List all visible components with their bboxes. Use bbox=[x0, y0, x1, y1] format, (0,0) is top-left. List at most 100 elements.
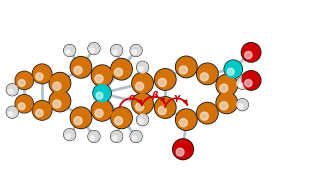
Circle shape bbox=[112, 59, 131, 79]
Circle shape bbox=[15, 95, 33, 113]
Circle shape bbox=[7, 107, 18, 118]
Circle shape bbox=[74, 117, 82, 125]
Circle shape bbox=[242, 43, 260, 61]
Circle shape bbox=[111, 59, 132, 80]
Circle shape bbox=[32, 101, 52, 120]
Circle shape bbox=[237, 77, 248, 89]
Circle shape bbox=[176, 109, 197, 130]
Circle shape bbox=[225, 61, 242, 78]
Circle shape bbox=[155, 97, 176, 118]
Circle shape bbox=[158, 106, 166, 115]
Circle shape bbox=[220, 84, 228, 92]
Circle shape bbox=[200, 112, 208, 120]
Circle shape bbox=[90, 48, 95, 53]
Circle shape bbox=[241, 43, 261, 62]
Circle shape bbox=[137, 114, 148, 125]
Text: α: α bbox=[128, 93, 134, 102]
Circle shape bbox=[95, 109, 103, 117]
Circle shape bbox=[53, 100, 61, 108]
Circle shape bbox=[198, 103, 217, 123]
Circle shape bbox=[113, 50, 117, 54]
Circle shape bbox=[224, 60, 242, 78]
Circle shape bbox=[200, 73, 208, 81]
Circle shape bbox=[111, 107, 132, 128]
Circle shape bbox=[33, 101, 51, 119]
Circle shape bbox=[197, 63, 218, 85]
Circle shape bbox=[179, 119, 187, 127]
Circle shape bbox=[88, 131, 99, 142]
Circle shape bbox=[216, 74, 237, 96]
Circle shape bbox=[64, 45, 75, 56]
Circle shape bbox=[88, 131, 100, 142]
Circle shape bbox=[71, 57, 91, 77]
Circle shape bbox=[36, 109, 43, 117]
Circle shape bbox=[173, 139, 193, 160]
Circle shape bbox=[92, 100, 112, 120]
Circle shape bbox=[70, 107, 92, 128]
Circle shape bbox=[135, 103, 144, 111]
Circle shape bbox=[237, 78, 248, 89]
Circle shape bbox=[66, 134, 70, 139]
Circle shape bbox=[15, 71, 33, 90]
Circle shape bbox=[176, 56, 197, 78]
Circle shape bbox=[197, 102, 218, 124]
Circle shape bbox=[112, 108, 131, 128]
Circle shape bbox=[96, 92, 103, 99]
Circle shape bbox=[18, 103, 25, 110]
Circle shape bbox=[16, 72, 33, 89]
Circle shape bbox=[135, 82, 144, 90]
Circle shape bbox=[132, 136, 137, 140]
Circle shape bbox=[132, 50, 137, 54]
Circle shape bbox=[113, 136, 117, 140]
Circle shape bbox=[177, 57, 196, 77]
Circle shape bbox=[8, 89, 13, 94]
Circle shape bbox=[8, 112, 13, 116]
Circle shape bbox=[245, 51, 252, 59]
Circle shape bbox=[6, 84, 18, 96]
Circle shape bbox=[88, 43, 99, 54]
Circle shape bbox=[217, 75, 237, 95]
Circle shape bbox=[216, 92, 237, 114]
Circle shape bbox=[50, 91, 70, 111]
Circle shape bbox=[176, 148, 184, 156]
Circle shape bbox=[74, 66, 82, 74]
Circle shape bbox=[220, 102, 228, 110]
Circle shape bbox=[155, 69, 176, 90]
Circle shape bbox=[131, 131, 142, 142]
Circle shape bbox=[242, 71, 260, 89]
Circle shape bbox=[91, 100, 113, 121]
Circle shape bbox=[64, 129, 75, 140]
Circle shape bbox=[33, 65, 51, 83]
Circle shape bbox=[137, 62, 148, 73]
Circle shape bbox=[111, 131, 122, 142]
Circle shape bbox=[238, 104, 243, 109]
Circle shape bbox=[64, 45, 75, 56]
Circle shape bbox=[130, 45, 142, 56]
Circle shape bbox=[139, 67, 143, 71]
Circle shape bbox=[71, 108, 91, 128]
Circle shape bbox=[92, 66, 112, 86]
Circle shape bbox=[50, 73, 70, 93]
Circle shape bbox=[179, 66, 187, 74]
Circle shape bbox=[156, 98, 175, 117]
Circle shape bbox=[156, 70, 175, 89]
Circle shape bbox=[53, 82, 61, 90]
Circle shape bbox=[18, 79, 25, 86]
Circle shape bbox=[132, 73, 153, 94]
Circle shape bbox=[137, 114, 148, 125]
Circle shape bbox=[36, 73, 43, 80]
Circle shape bbox=[111, 45, 122, 56]
Circle shape bbox=[245, 79, 252, 87]
Circle shape bbox=[91, 65, 113, 86]
Circle shape bbox=[90, 136, 95, 140]
Circle shape bbox=[132, 93, 153, 114]
Circle shape bbox=[16, 95, 33, 112]
Circle shape bbox=[237, 99, 248, 111]
Circle shape bbox=[49, 90, 71, 112]
Circle shape bbox=[139, 119, 143, 124]
Circle shape bbox=[198, 64, 217, 84]
Circle shape bbox=[70, 57, 92, 78]
Circle shape bbox=[88, 43, 100, 54]
Circle shape bbox=[177, 110, 196, 130]
Circle shape bbox=[133, 94, 152, 114]
